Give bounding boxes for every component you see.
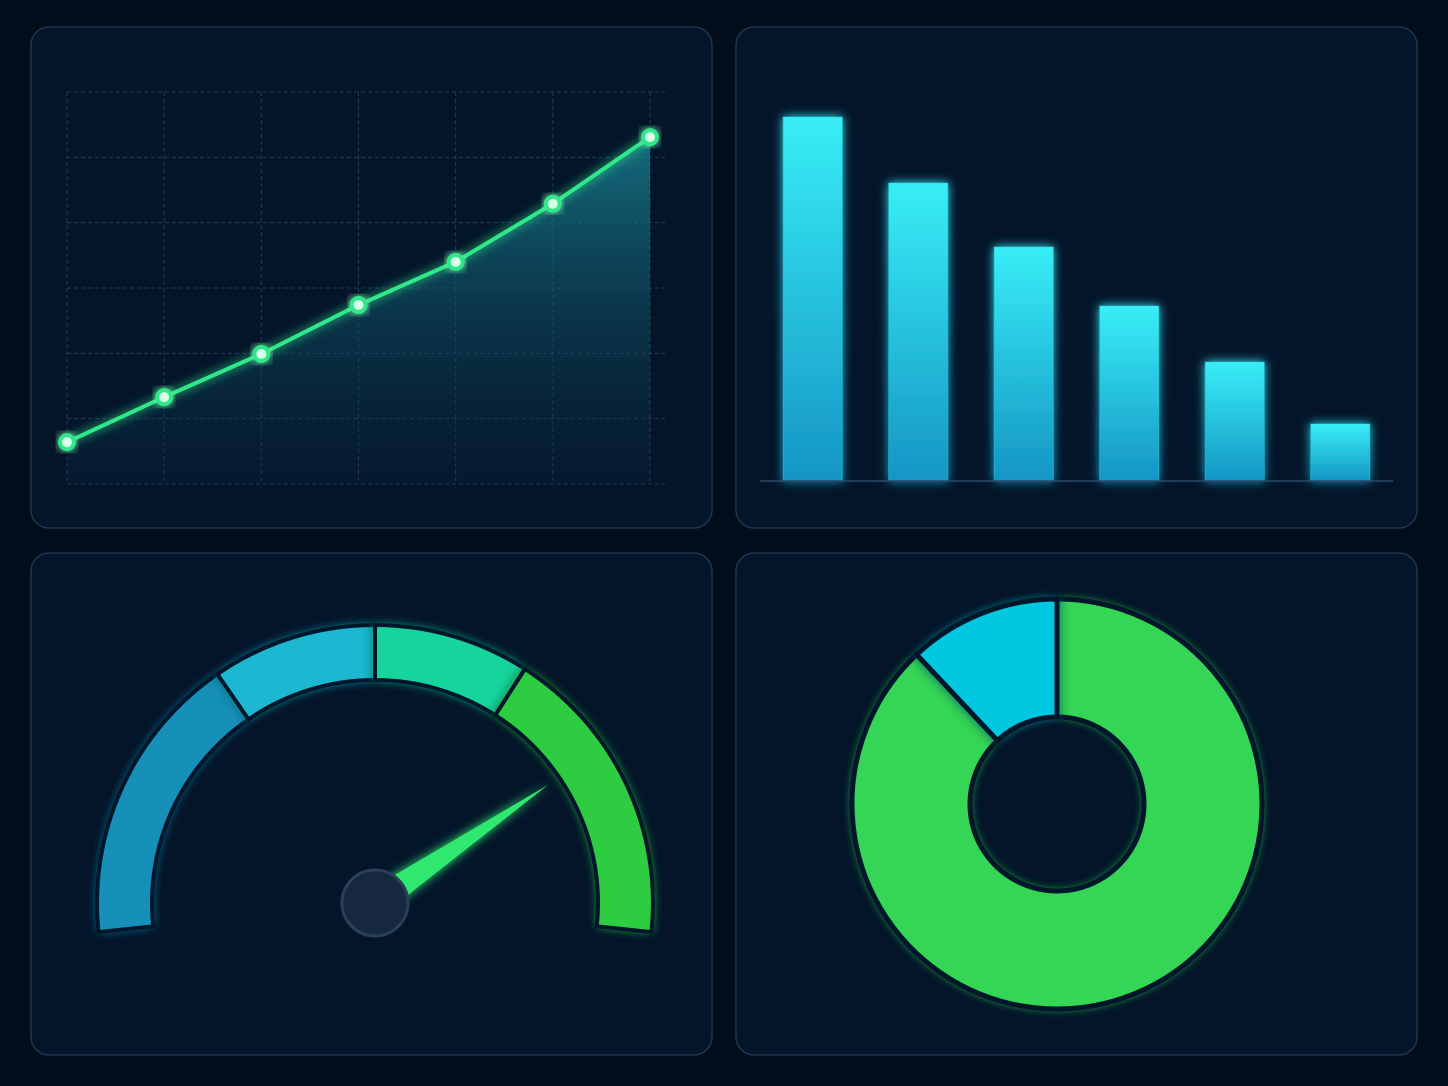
needle: [367, 784, 549, 915]
point: [252, 344, 271, 363]
bar: [1204, 361, 1265, 482]
donut-slice: [849, 596, 1265, 1012]
point: [155, 388, 174, 407]
donut-slice: [913, 596, 1060, 745]
gauge-band: [492, 666, 655, 935]
needle-hub: [340, 868, 410, 938]
point: [58, 433, 76, 452]
bar: [993, 246, 1054, 482]
bar: [782, 116, 843, 482]
point: [641, 128, 659, 147]
bar: [1310, 423, 1371, 482]
point: [543, 194, 562, 213]
bar: [1099, 305, 1160, 482]
point: [349, 295, 368, 314]
bar: [888, 182, 949, 482]
point: [446, 252, 465, 271]
